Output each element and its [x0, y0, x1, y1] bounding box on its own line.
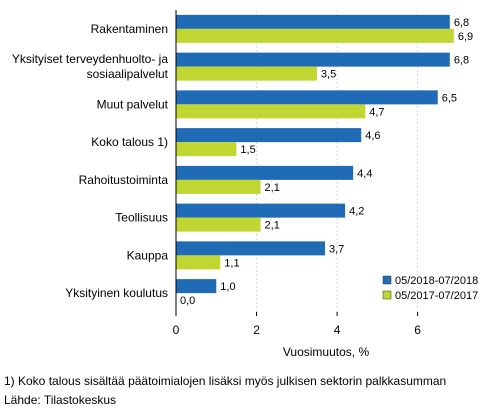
data-label: 6,8	[454, 17, 469, 29]
legend-swatch	[382, 290, 392, 300]
x-axis-ticks: 0 2 4 6	[173, 312, 421, 337]
bar	[176, 217, 261, 232]
category-label: Muut palvelut	[97, 97, 169, 111]
legend-label: 05/2017-07/2017	[395, 290, 478, 302]
data-label: 0,0	[180, 295, 195, 307]
category-label: Koko talous 1)	[91, 135, 168, 149]
tick-label: 2	[253, 323, 260, 337]
data-label: 6,5	[442, 92, 457, 104]
bar	[176, 142, 237, 157]
bar	[176, 279, 217, 294]
category-label-line: Kauppa	[127, 248, 169, 262]
data-label: 4,7	[369, 106, 384, 118]
legend-swatch	[382, 275, 392, 285]
legend-label: 05/2018-07/2018	[395, 275, 478, 287]
category-label-line: Rakentaminen	[91, 22, 168, 36]
data-label: 1,5	[240, 144, 255, 156]
category-label-line: sosiaalipalvelut	[87, 67, 169, 81]
category-label: Rakentaminen	[91, 22, 168, 36]
bar	[176, 90, 438, 105]
bar	[176, 179, 261, 194]
footnote: 1) Koko talous sisältää päätoimialojen l…	[4, 374, 447, 388]
bar-chart: 6,8 6,9 6,8 3,5 6,5 4,7 4,6 1,5 4,4 2,1 4,2 2,1 3,7 1…	[12, 10, 478, 359]
category-labels: Rakentaminen Yksityiset terveydenhuolto- …	[12, 22, 169, 300]
category-label-line: Koko talous 1)	[91, 135, 168, 149]
bar	[176, 241, 325, 256]
legend: 05/2018-07/2018 05/2017-07/2017	[382, 275, 478, 302]
bar	[176, 66, 317, 81]
data-label: 4,2	[349, 206, 364, 218]
bar	[176, 104, 366, 119]
category-label-line: Rahoitustoiminta	[79, 173, 169, 187]
bar	[176, 165, 354, 180]
data-label: 2,1	[265, 182, 280, 194]
bar	[176, 14, 450, 29]
category-label-line: Yksityinen koulutus	[65, 286, 168, 300]
bar	[176, 128, 362, 143]
source-note: Lähde: Tilastokeskus	[4, 393, 117, 407]
category-label-line: Teollisuus	[115, 211, 168, 225]
tick-label: 6	[414, 323, 421, 337]
tick-label: 4	[334, 323, 341, 337]
bar	[176, 255, 221, 270]
data-label: 2,1	[265, 220, 280, 232]
data-label: 3,5	[321, 69, 336, 81]
data-label: 1,0	[220, 281, 235, 293]
category-label-line: Muut palvelut	[97, 97, 169, 111]
data-label: 6,8	[454, 55, 469, 67]
bar	[176, 52, 450, 67]
category-label-line: Yksityiset terveydenhuolto- ja	[12, 52, 168, 66]
category-label: Teollisuus	[115, 211, 168, 225]
category-label: Kauppa	[127, 248, 169, 262]
bar	[176, 203, 346, 218]
data-label: 3,7	[329, 243, 344, 255]
x-axis-label: Vuosimuutos, %	[283, 345, 370, 359]
data-label: 1,1	[224, 257, 239, 269]
data-label: 4,6	[365, 130, 380, 142]
bars: 6,8 6,9 6,8 3,5 6,5 4,7 4,6 1,5 4,4 2,1 4,2 2,1 3,7 1…	[176, 14, 473, 307]
category-label: Rahoitustoiminta	[79, 173, 169, 187]
category-label: Yksityinen koulutus	[65, 286, 168, 300]
tick-label: 0	[173, 323, 180, 337]
category-label: Yksityiset terveydenhuolto- ja sosiaalipa…	[12, 52, 169, 81]
data-label: 4,4	[357, 168, 372, 180]
data-label: 6,9	[458, 31, 473, 43]
bar	[176, 28, 454, 43]
